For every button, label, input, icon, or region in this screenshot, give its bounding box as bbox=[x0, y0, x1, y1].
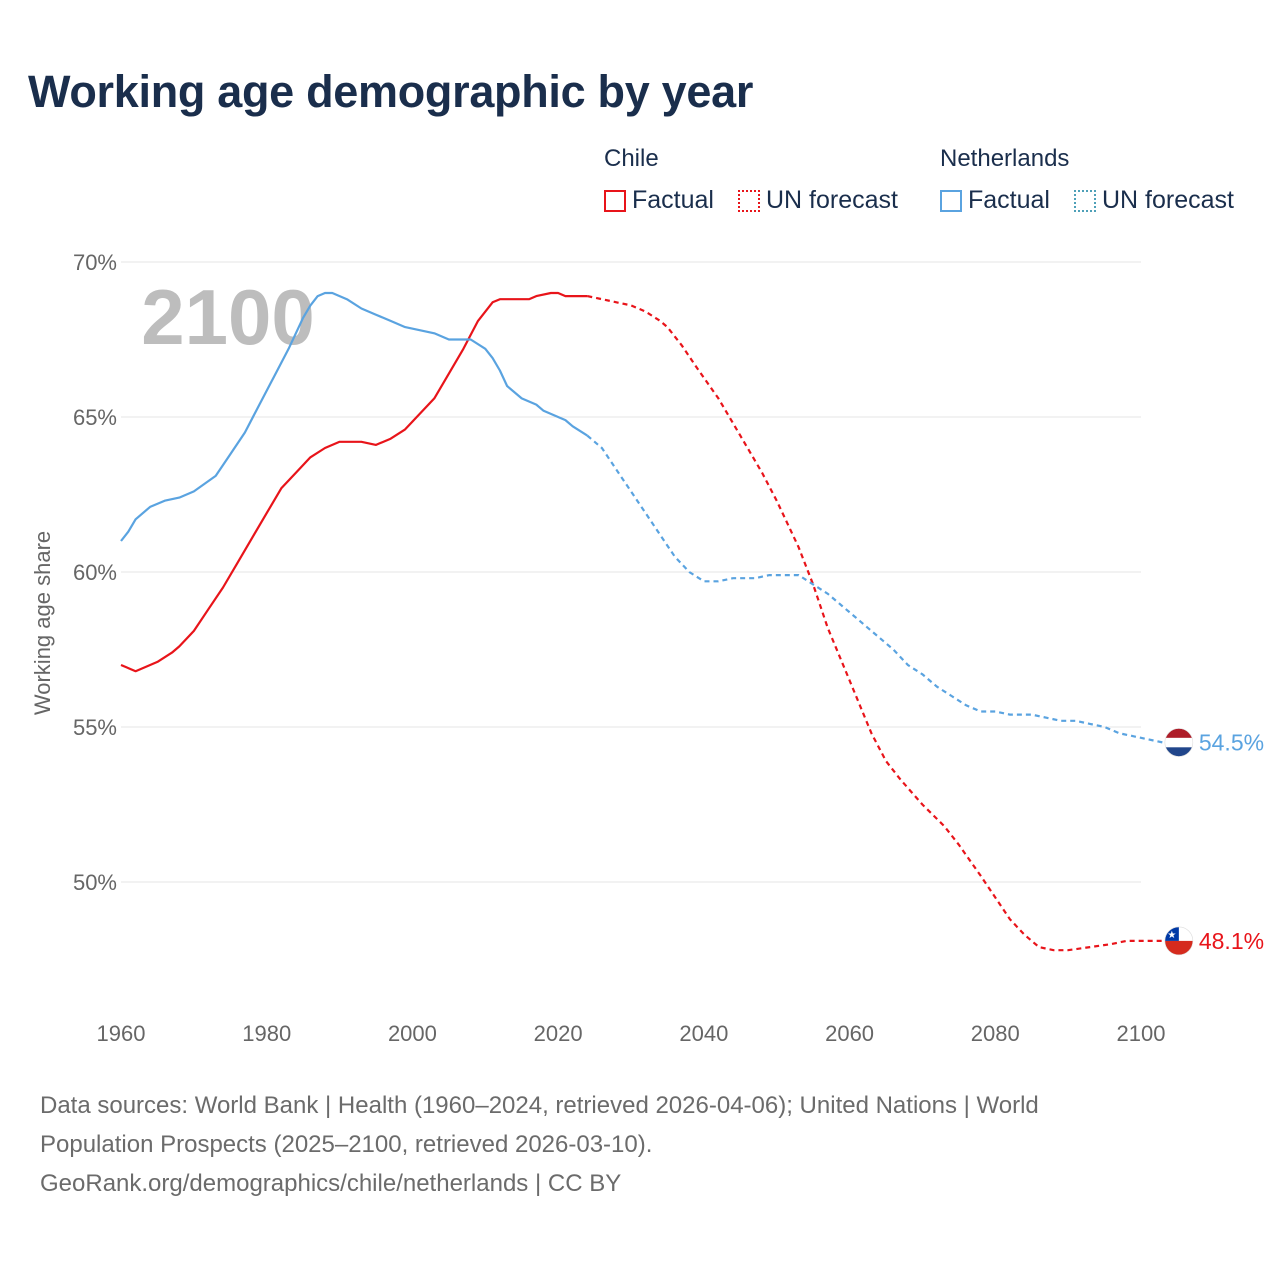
y-tick-label: 70% bbox=[73, 250, 117, 275]
x-tick-label: 2000 bbox=[388, 1021, 437, 1046]
series-line-chile-factual bbox=[120, 291, 588, 673]
line-chart: 50% 55% 60% 65% 70% 1960 1980 2000 2020 2040 2060… bbox=[30, 250, 1264, 1046]
x-tick-label: 2100 bbox=[1117, 1021, 1166, 1046]
flag-chile-icon: ★ bbox=[1164, 926, 1194, 956]
footer-sources-line1: Data sources: World Bank | Health (1960–… bbox=[40, 1092, 1039, 1119]
legend-swatch-chile-forecast bbox=[738, 189, 760, 212]
series-line-netherlands-factual bbox=[120, 291, 588, 542]
year-overlay: 2100 bbox=[141, 273, 315, 361]
series-lines bbox=[120, 291, 1164, 952]
chart-title: Working age demographic by year bbox=[28, 66, 754, 117]
legend-swatch-netherlands-factual bbox=[940, 189, 962, 212]
x-tick-label: 2080 bbox=[971, 1021, 1020, 1046]
legend-group-netherlands: Netherlands bbox=[940, 145, 1070, 172]
legend-chile-forecast-label: UN forecast bbox=[766, 186, 898, 214]
end-label-chile: 48.1% bbox=[1199, 928, 1264, 954]
legend-group-chile: Chile bbox=[604, 145, 659, 172]
legend-netherlands-forecast[interactable]: UN forecast bbox=[1074, 186, 1234, 215]
y-axis-label: Working age share bbox=[30, 531, 55, 715]
x-tick-label: 2020 bbox=[534, 1021, 583, 1046]
y-tick-label: 65% bbox=[73, 405, 117, 430]
series-line-netherlands-forecast bbox=[586, 434, 1164, 744]
series-line-chile-forecast bbox=[587, 295, 1163, 952]
legend-netherlands-factual[interactable]: Factual bbox=[940, 186, 1050, 215]
legend-swatch-netherlands-forecast bbox=[1074, 189, 1096, 212]
end-label-netherlands: 54.5% bbox=[1199, 730, 1264, 756]
x-tick-label: 1980 bbox=[242, 1021, 291, 1046]
gridlines bbox=[121, 261, 1141, 883]
footer-credit: GeoRank.org/demographics/chile/netherlan… bbox=[40, 1170, 622, 1197]
svg-text:★: ★ bbox=[1167, 930, 1176, 941]
legend-netherlands-factual-label: Factual bbox=[968, 186, 1050, 214]
end-markers: ★ 48.1% 54.5% bbox=[1164, 728, 1264, 956]
x-tick-label: 2060 bbox=[825, 1021, 874, 1046]
y-tick-label: 55% bbox=[73, 715, 117, 740]
legend-chile-factual-label: Factual bbox=[632, 186, 714, 214]
flag-netherlands-icon bbox=[1164, 728, 1194, 757]
footer-sources-line2: Population Prospects (2025–2100, retriev… bbox=[40, 1131, 653, 1158]
y-tick-label: 60% bbox=[73, 560, 117, 585]
legend-chile-forecast[interactable]: UN forecast bbox=[738, 186, 898, 215]
legend-chile-factual[interactable]: Factual bbox=[604, 186, 714, 215]
legend-netherlands-forecast-label: UN forecast bbox=[1102, 186, 1234, 214]
x-tick-label: 2040 bbox=[679, 1021, 728, 1046]
y-tick-label: 50% bbox=[73, 870, 117, 895]
footer: Data sources: World Bank | Health (1960–… bbox=[40, 1086, 1160, 1203]
x-tick-label: 1960 bbox=[97, 1021, 146, 1046]
y-axis: 50% 55% 60% 65% 70% bbox=[73, 250, 117, 895]
x-axis: 1960 1980 2000 2020 2040 2060 2080 2100 bbox=[97, 1021, 1166, 1046]
legend-swatch-chile-factual bbox=[604, 189, 626, 212]
